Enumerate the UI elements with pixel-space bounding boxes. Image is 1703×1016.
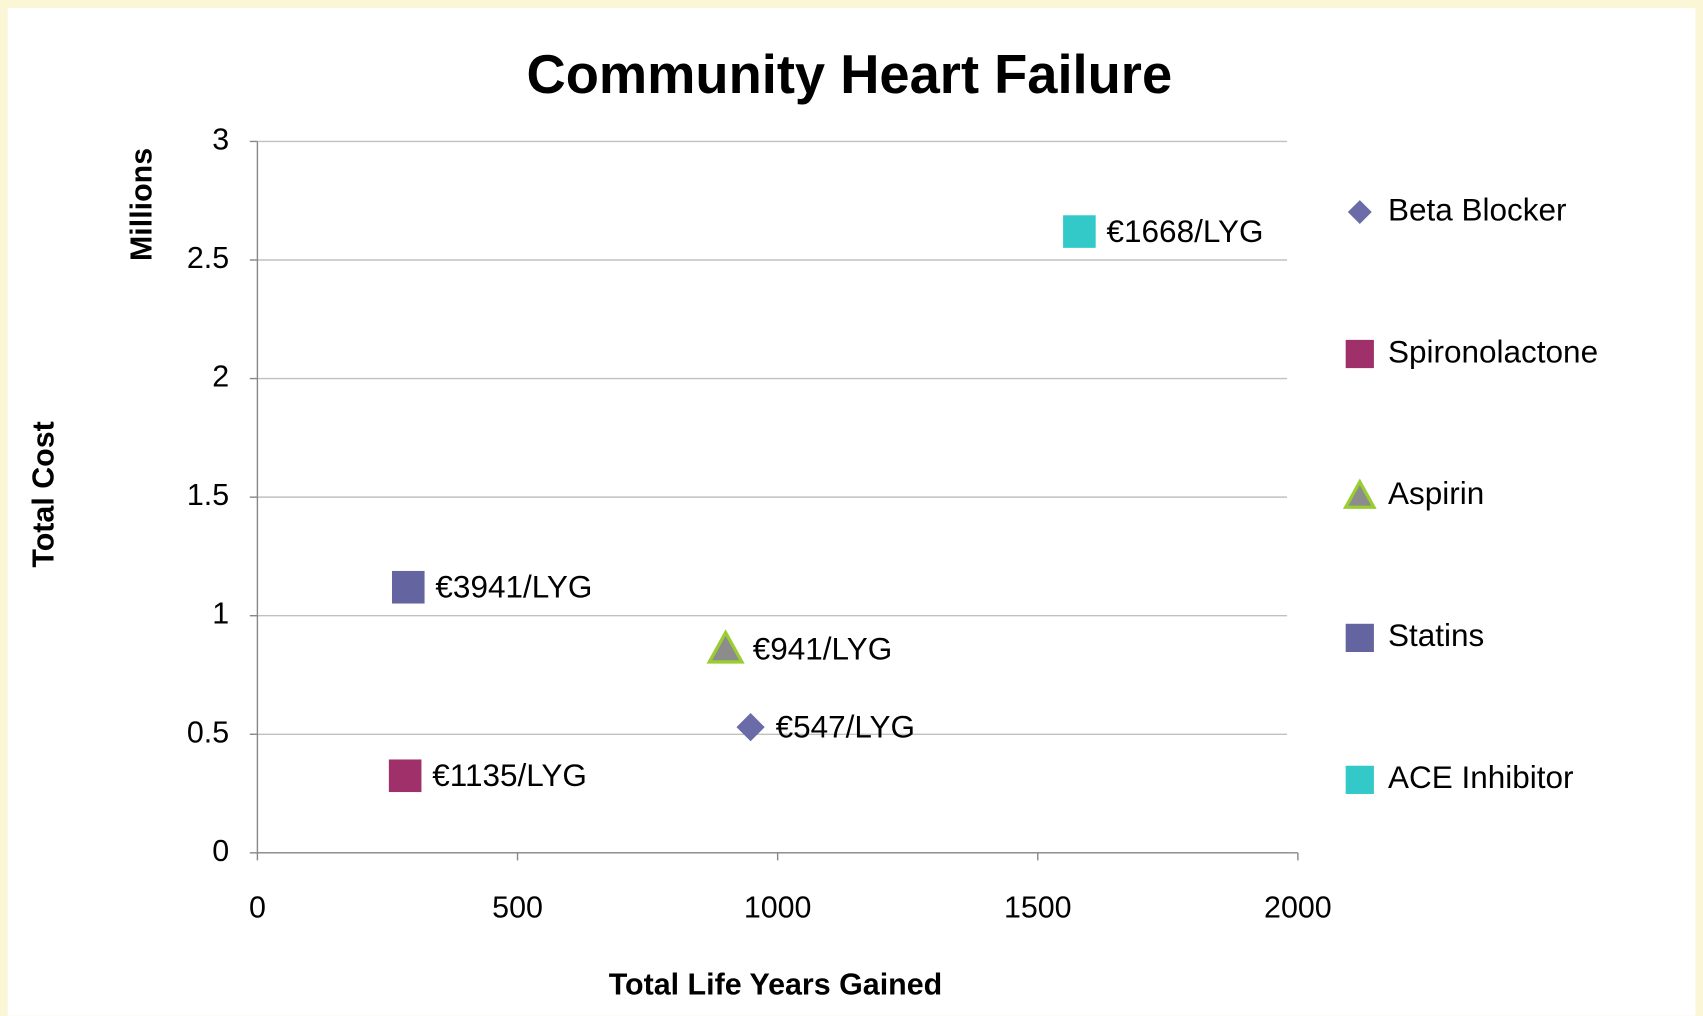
y-tick-label: 0 — [212, 834, 229, 868]
x-tick-label: 0 — [249, 890, 266, 924]
marker-square — [1345, 765, 1374, 794]
marker-square — [388, 759, 422, 793]
marker-square — [391, 570, 425, 604]
x-tick-label: 2000 — [1264, 890, 1332, 924]
chart-title: Community Heart Failure — [526, 44, 1172, 105]
data-label: €1668/LYG — [1107, 213, 1264, 249]
data-label: €547/LYG — [776, 709, 915, 745]
marker-triangle — [1342, 478, 1377, 509]
y-tick-label: 3 — [212, 122, 229, 156]
marker-square — [1345, 623, 1374, 653]
y-tick-label: 1 — [212, 597, 229, 631]
y-tick-label: 2.5 — [187, 241, 229, 275]
marker-square — [1345, 339, 1374, 369]
x-tick-label: 500 — [492, 890, 543, 924]
x-tick-label: 1000 — [744, 890, 812, 924]
marker-triangle — [706, 629, 745, 664]
legend-label: Statins — [1388, 617, 1484, 653]
x-tick-label: 1500 — [1004, 890, 1072, 924]
x-axis-title: Total Life Years Gained — [609, 967, 942, 1001]
y-tick-label: 2 — [212, 360, 229, 394]
y-unit-label: Millions — [124, 148, 158, 261]
marker-square — [1063, 215, 1096, 248]
data-label: €941/LYG — [753, 630, 892, 666]
marker-diamond — [736, 713, 765, 742]
legend-label: Beta Blocker — [1388, 191, 1567, 227]
panel — [7, 7, 1696, 1016]
y-tick-label: 0.5 — [187, 715, 229, 749]
legend-label: Aspirin — [1388, 475, 1484, 511]
y-axis-title: Total Cost — [27, 421, 61, 567]
data-label: €3941/LYG — [435, 569, 592, 605]
legend-label: ACE Inhibitor — [1388, 759, 1574, 795]
y-tick-label: 1.5 — [187, 478, 229, 512]
data-label: €1135/LYG — [432, 757, 587, 793]
legend-label: Spironolactone — [1388, 333, 1598, 369]
